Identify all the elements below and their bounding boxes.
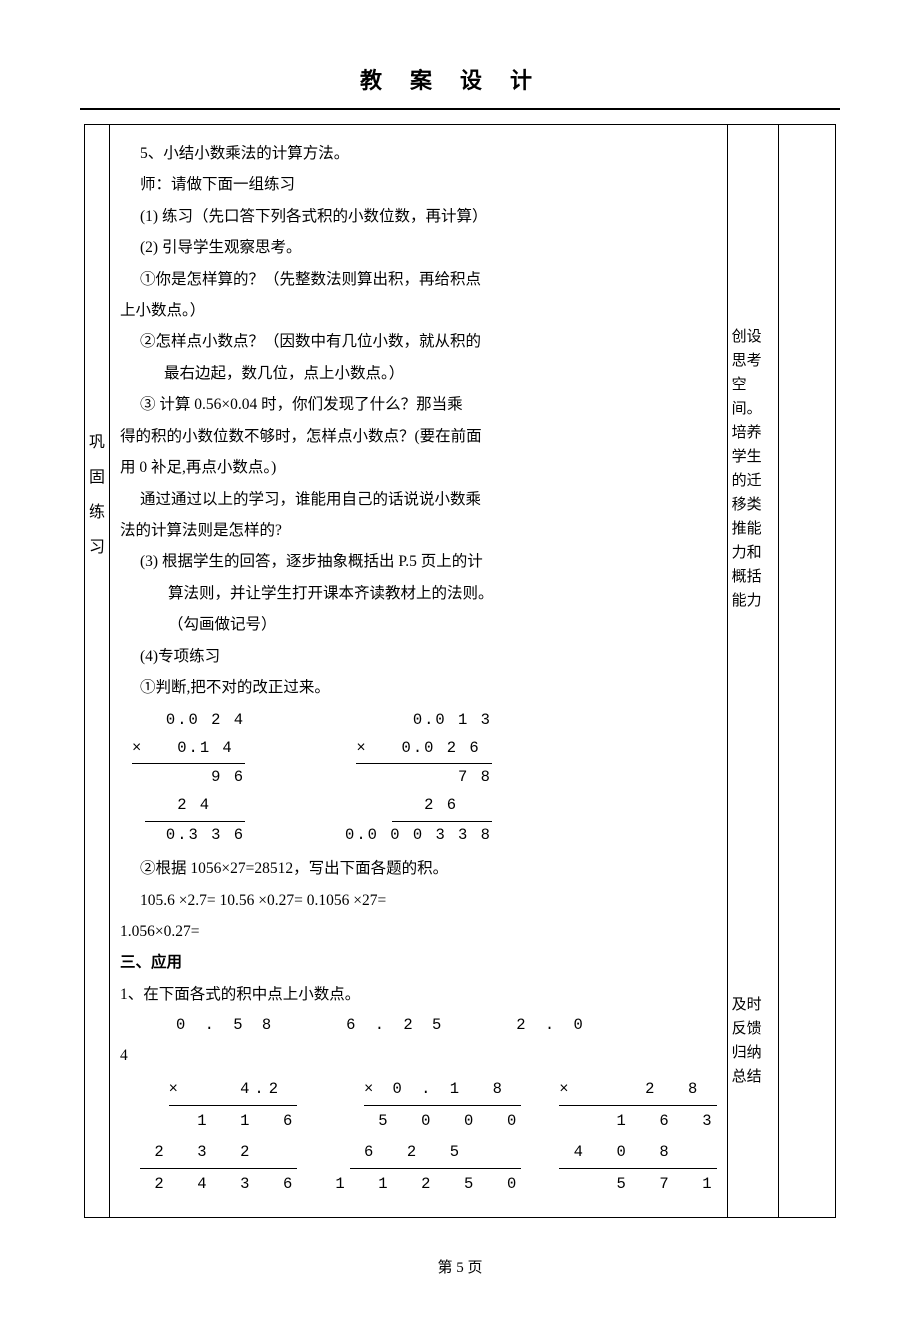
mult-exercise-group: × 4.2 1 1 6 2 3 2 2 4 3 6 × 0 . 1 8 5 0 …: [140, 1074, 717, 1199]
line-p3: (3) 根据学生的回答，逐步抽象概括出 P.5 页上的计: [120, 547, 717, 576]
mc1-r2: 1 1 6: [140, 1106, 297, 1136]
section-label: 巩固练习: [89, 425, 105, 566]
calc-l-r2: × 0.1 4: [132, 735, 245, 765]
mc2-r4: 1 1 2 5 0: [335, 1169, 521, 1199]
mc2-r1: × 0 . 1 8: [335, 1074, 521, 1106]
section-3-title: 三、应用: [120, 948, 717, 977]
mc1-r3: 2 3 2: [140, 1137, 297, 1169]
calc-l-r4: 2 4: [132, 792, 245, 822]
line-p2: (2) 引导学生观察思考。: [120, 233, 717, 262]
line-app1: 1、在下面各式的积中点上小数点。: [120, 980, 717, 1009]
line-4: 4: [120, 1041, 717, 1070]
mult-col-1: × 4.2 1 1 6 2 3 2 2 4 3 6: [140, 1074, 297, 1199]
mult-top-a: 0 . 5 8: [176, 1011, 276, 1040]
line-q1b: 上小数点。）: [120, 296, 717, 325]
mc2-r2: 5 0 0 0: [335, 1106, 521, 1136]
mc2-r3: 6 2 5: [335, 1137, 521, 1169]
line-q2: ②怎样点小数点？（因数中有几位小数，就从积的: [120, 327, 717, 356]
mult-top-row: 0 . 5 8 6 . 2 5 2 . 0: [120, 1011, 717, 1040]
line-q1: ①你是怎样算的？（先整数法则算出积，再给积点: [120, 265, 717, 294]
line-eqs: 105.6 ×2.7= 10.56 ×0.27= 0.1056 ×27=: [120, 886, 717, 915]
mult-top-c: 2 . 0: [516, 1011, 588, 1040]
calc-l-r3: 9 6: [132, 764, 245, 792]
line-5: 5、小结小数乘法的计算方法。: [120, 139, 717, 168]
mc1-r4: 2 4 3 6: [140, 1169, 297, 1199]
section-label-cell: 巩固练习: [85, 124, 110, 1217]
page-footer: 第 5 页: [0, 1254, 920, 1283]
line-j2: ②根据 1056×27=28512，写出下面各题的积。: [120, 854, 717, 883]
blank-cell: [779, 124, 836, 1217]
lesson-plan-table: 巩固练习 5、小结小数乘法的计算方法。 师：请做下面一组练习 (1) 练习（先口…: [84, 124, 836, 1218]
mc3-r4: 5 7 1: [559, 1169, 716, 1199]
mc3-r2: 1 6 3: [559, 1106, 716, 1136]
line-p1: (1) 练习（先口答下列各式积的小数位数，再计算）: [120, 202, 717, 231]
mult-top-b: 6 . 2 5: [346, 1011, 446, 1040]
line-q3b: 得的积的小数位数不够时，怎样点小数点？(要在前面: [120, 422, 717, 451]
line-eqs2: 1.056×0.27=: [120, 917, 717, 946]
mult-col-3: × 2 8 1 6 3 4 0 8 5 7 1: [559, 1074, 716, 1199]
calc-l-r1: 0.0 2 4: [132, 707, 245, 735]
calc-l-r5: 0.3 3 6: [132, 822, 245, 850]
mc3-r3: 4 0 8: [559, 1137, 716, 1169]
line-p3c: （勾画做记号）: [120, 610, 717, 639]
line-teacher: 师：请做下面一组练习: [120, 170, 717, 199]
calc-r-r4: 2 6: [345, 792, 492, 822]
line-j1: ①判断,把不对的改正过来。: [120, 673, 717, 702]
line-p4: (4)专项练习: [120, 642, 717, 671]
line-q3: ③ 计算 0.56×0.04 时，你们发现了什么？那当乘: [120, 390, 717, 419]
calc-r-r2: × 0.0 2 6: [345, 735, 492, 765]
mc1-r1: × 4.2: [140, 1074, 297, 1106]
line-summary-b: 法的计算法则是怎样的?: [120, 516, 717, 545]
notes-cell: 创设思考空间。培养学生的迁移类推能力和概括能力 及时反馈归纳总结: [727, 124, 778, 1217]
main-content-cell: 5、小结小数乘法的计算方法。 师：请做下面一组练习 (1) 练习（先口答下列各式…: [110, 124, 728, 1217]
calc-right: 0.0 1 3 × 0.0 2 6 7 8 2 6 0.0 0 0 3 3 8: [345, 707, 492, 850]
calc-left: 0.0 2 4 × 0.1 4 9 6 2 4 0.3 3 6: [132, 707, 245, 850]
page-title: 教案设计: [80, 60, 840, 110]
calc-r-r3: 7 8: [345, 764, 492, 792]
line-summary: 通过通过以上的学习，谁能用自己的话说说小数乘: [120, 485, 717, 514]
mult-col-2: × 0 . 1 8 5 0 0 0 6 2 5 1 1 2 5 0: [335, 1074, 521, 1199]
mc3-r1: × 2 8: [559, 1074, 716, 1106]
calc-judgement-group: 0.0 2 4 × 0.1 4 9 6 2 4 0.3 3 6 0.0 1 3 …: [132, 707, 717, 850]
note-1: 创设思考空间。培养学生的迁移类推能力和概括能力: [732, 325, 774, 613]
calc-r-r5: 0.0 0 0 3 3 8: [345, 822, 492, 850]
line-q2b: 最右边起，数几位，点上小数点。）: [120, 359, 717, 388]
line-p3b: 算法则，并让学生打开课本齐读教材上的法则。: [120, 579, 717, 608]
line-q3c: 用 0 补足,再点小数点。): [120, 453, 717, 482]
calc-r-r1: 0.0 1 3: [345, 707, 492, 735]
note-2: 及时反馈归纳总结: [732, 993, 774, 1089]
